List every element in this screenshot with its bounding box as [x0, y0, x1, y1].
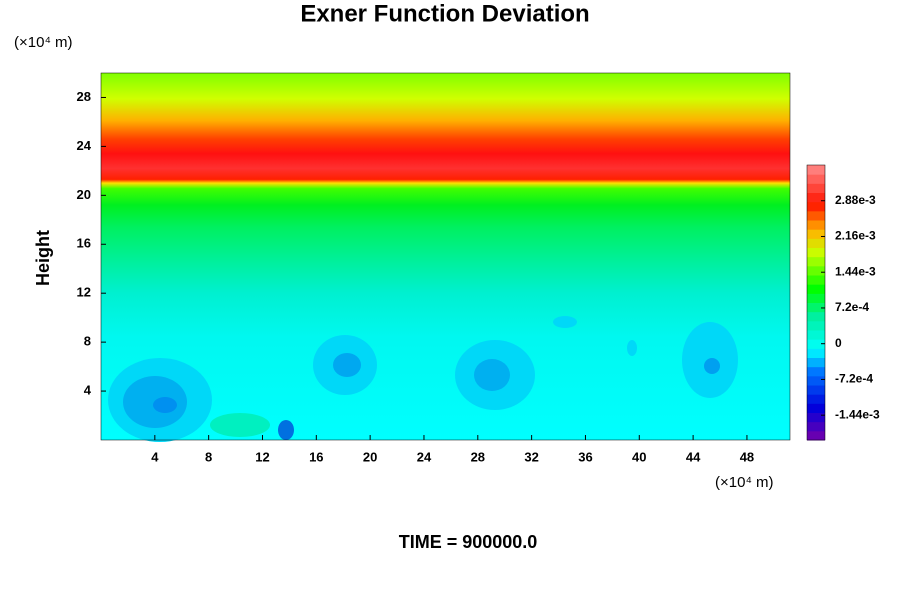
y-tick-label: 28: [77, 89, 91, 104]
chart-title: Exner Function Deviation: [300, 0, 589, 27]
colorbar-step: [807, 192, 825, 203]
colorbar-step: [807, 320, 825, 331]
colorbar-tick-label: -7.2e-4: [835, 372, 873, 386]
colorbar-step: [807, 247, 825, 258]
colorbar-step: [807, 412, 825, 423]
colorbar-step: [807, 284, 825, 294]
contour-field: [101, 73, 790, 442]
y-tick-label: 4: [84, 383, 92, 398]
x-tick-label: 4: [151, 449, 159, 464]
y-unit: (×10⁴ m): [14, 34, 73, 51]
colorbar-step: [807, 385, 825, 395]
x-unit: (×10⁴ m): [715, 474, 774, 491]
x-tick-label: 24: [417, 449, 432, 464]
colorbar-step: [807, 238, 825, 248]
colorbar-step: [807, 265, 825, 276]
colorbar-frame: [806, 164, 826, 441]
colorbar-step: [807, 275, 825, 285]
footer: TIME = 900000.0: [399, 532, 538, 552]
colorbar-step: [807, 220, 825, 230]
colorbar-step: [807, 366, 825, 377]
x-tick-label: 20: [363, 449, 377, 464]
y-tick-label: 8: [84, 334, 91, 349]
colorbar-step: [807, 357, 825, 368]
colorbar-step: [807, 421, 825, 432]
colorbar-step: [807, 430, 825, 441]
colorbar-tick-label: 0: [835, 336, 842, 350]
colorbar-step: [807, 210, 825, 221]
x-tick-label: 36: [578, 449, 592, 464]
colorbar-step: [807, 375, 825, 386]
colorbar-step: [807, 403, 825, 413]
colorbar-step: [807, 293, 825, 303]
colorbar-step: [807, 302, 825, 313]
colorbar-step: [807, 174, 825, 184]
y-axis-label: Height: [33, 230, 53, 286]
colorbar-step: [807, 394, 825, 404]
colorbar-step: [807, 165, 825, 175]
y-tick-label: 24: [77, 138, 92, 153]
y-tick-label: 16: [77, 236, 91, 251]
colorbar-step: [807, 256, 825, 267]
colorbar-step: [807, 183, 825, 193]
x-tick-label: 40: [632, 449, 646, 464]
x-tick-label: 48: [740, 449, 754, 464]
x-tick-label: 16: [309, 449, 323, 464]
y-tick-label: 20: [77, 187, 91, 202]
x-tick-label: 8: [205, 449, 212, 464]
x-tick-label: 44: [686, 449, 701, 464]
colorbar-step: [807, 339, 825, 349]
x-tick-label: 32: [524, 449, 538, 464]
colorbar-step: [807, 229, 825, 239]
colorbar-tick-label: 1.44e-3: [835, 264, 876, 278]
colorbar-tick-label: 7.2e-4: [835, 300, 869, 314]
x-tick-label: 12: [255, 449, 269, 464]
colorbar-step: [807, 201, 825, 212]
colorbar-tick-label: 2.88e-3: [835, 193, 876, 207]
x-tick-label: 28: [471, 449, 485, 464]
colorbar-step: [807, 348, 825, 358]
plot-frame: [100, 72, 791, 441]
y-tick-label: 12: [77, 285, 91, 300]
colorbar-tick-label: -1.44e-3: [835, 407, 880, 421]
colorbar-tick-label: 2.16e-3: [835, 229, 876, 243]
colorbar-step: [807, 330, 825, 340]
colorbar-step: [807, 311, 825, 322]
